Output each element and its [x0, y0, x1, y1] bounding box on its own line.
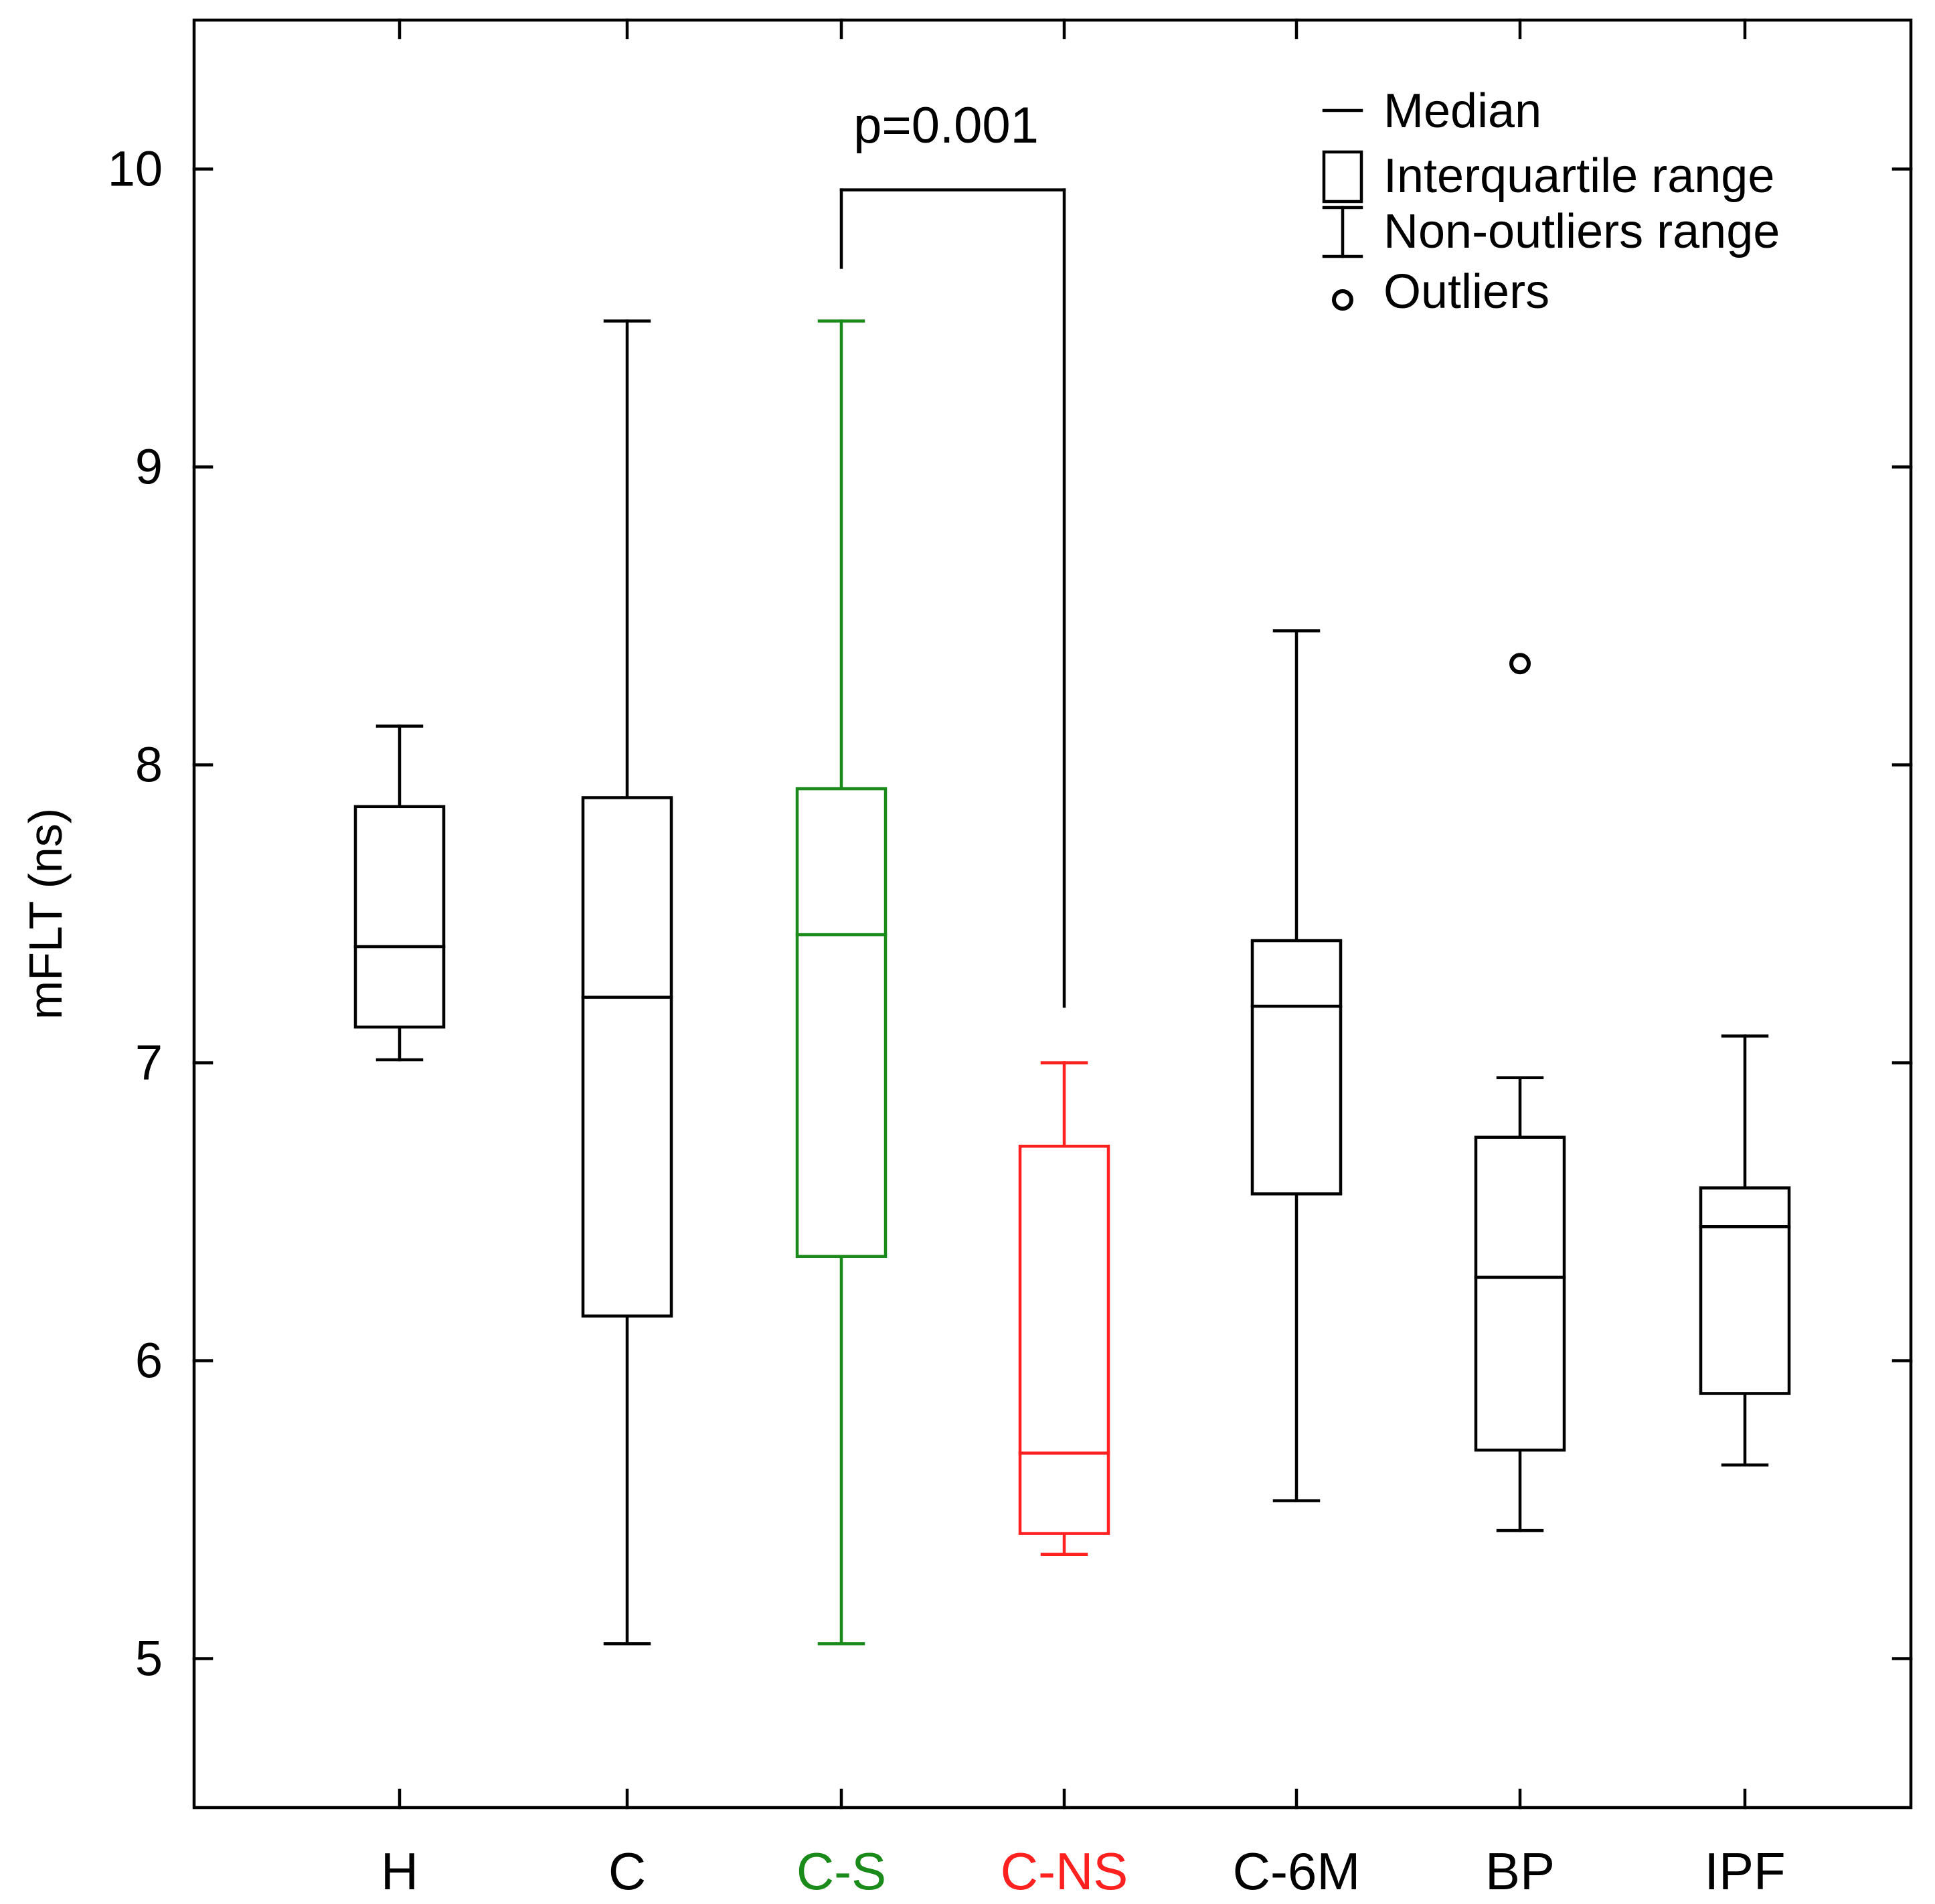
x-tick-label-IPF: IPF — [1704, 1842, 1785, 1901]
significance-bracket-0: p=0.001 — [839, 97, 1066, 1008]
iqr-box-C-6M — [1250, 939, 1343, 1196]
x-tick-label-H: H — [381, 1842, 418, 1901]
y-tick-label-9: 9 — [135, 439, 163, 495]
legend-box-symbol — [1322, 150, 1363, 204]
x-tick-label-C-S: C-S — [796, 1842, 886, 1901]
legend-label-median: Median — [1383, 84, 1541, 138]
box-group-C-6M — [1250, 629, 1343, 1502]
legend-outlier-symbol — [1332, 289, 1353, 311]
box-group-H — [353, 724, 446, 1062]
iqr-box-H — [353, 805, 446, 1029]
y-tick-label-7: 7 — [135, 1035, 163, 1091]
box-group-C-NS — [1018, 1061, 1110, 1556]
iqr-box-C — [581, 796, 673, 1318]
x-tick-label-C-6M: C-6M — [1233, 1842, 1361, 1901]
x-tick-label-C: C — [608, 1842, 646, 1901]
iqr-box-IPF — [1699, 1186, 1791, 1395]
y-tick-label-6: 6 — [135, 1333, 163, 1389]
box-group-C-S — [795, 319, 888, 1646]
legend-label-whisker: Non-outliers range — [1383, 205, 1780, 258]
y-axis-title: mFLT (ns) — [19, 808, 72, 1020]
iqr-box-C-S — [795, 787, 888, 1258]
legend-label-outlier: Outliers — [1383, 265, 1549, 319]
outlier-point-BP-0 — [1509, 653, 1531, 675]
iqr-box-BP — [1474, 1135, 1566, 1452]
plot-frame — [192, 18, 1913, 1810]
box-group-IPF — [1699, 1034, 1791, 1467]
x-tick-label-BP: BP — [1485, 1842, 1555, 1901]
y-tick-label-5: 5 — [135, 1631, 163, 1686]
p-value-label: p=0.001 — [853, 97, 1039, 154]
box-group-BP — [1474, 653, 1566, 1532]
iqr-box-C-NS — [1018, 1144, 1110, 1535]
box-group-C — [581, 319, 673, 1646]
legend-label-box: Interquartile range — [1383, 149, 1774, 203]
y-tick-label-10: 10 — [108, 141, 163, 197]
y-tick-label-8: 8 — [135, 737, 163, 793]
x-tick-label-C-NS: C-NS — [1001, 1842, 1128, 1901]
